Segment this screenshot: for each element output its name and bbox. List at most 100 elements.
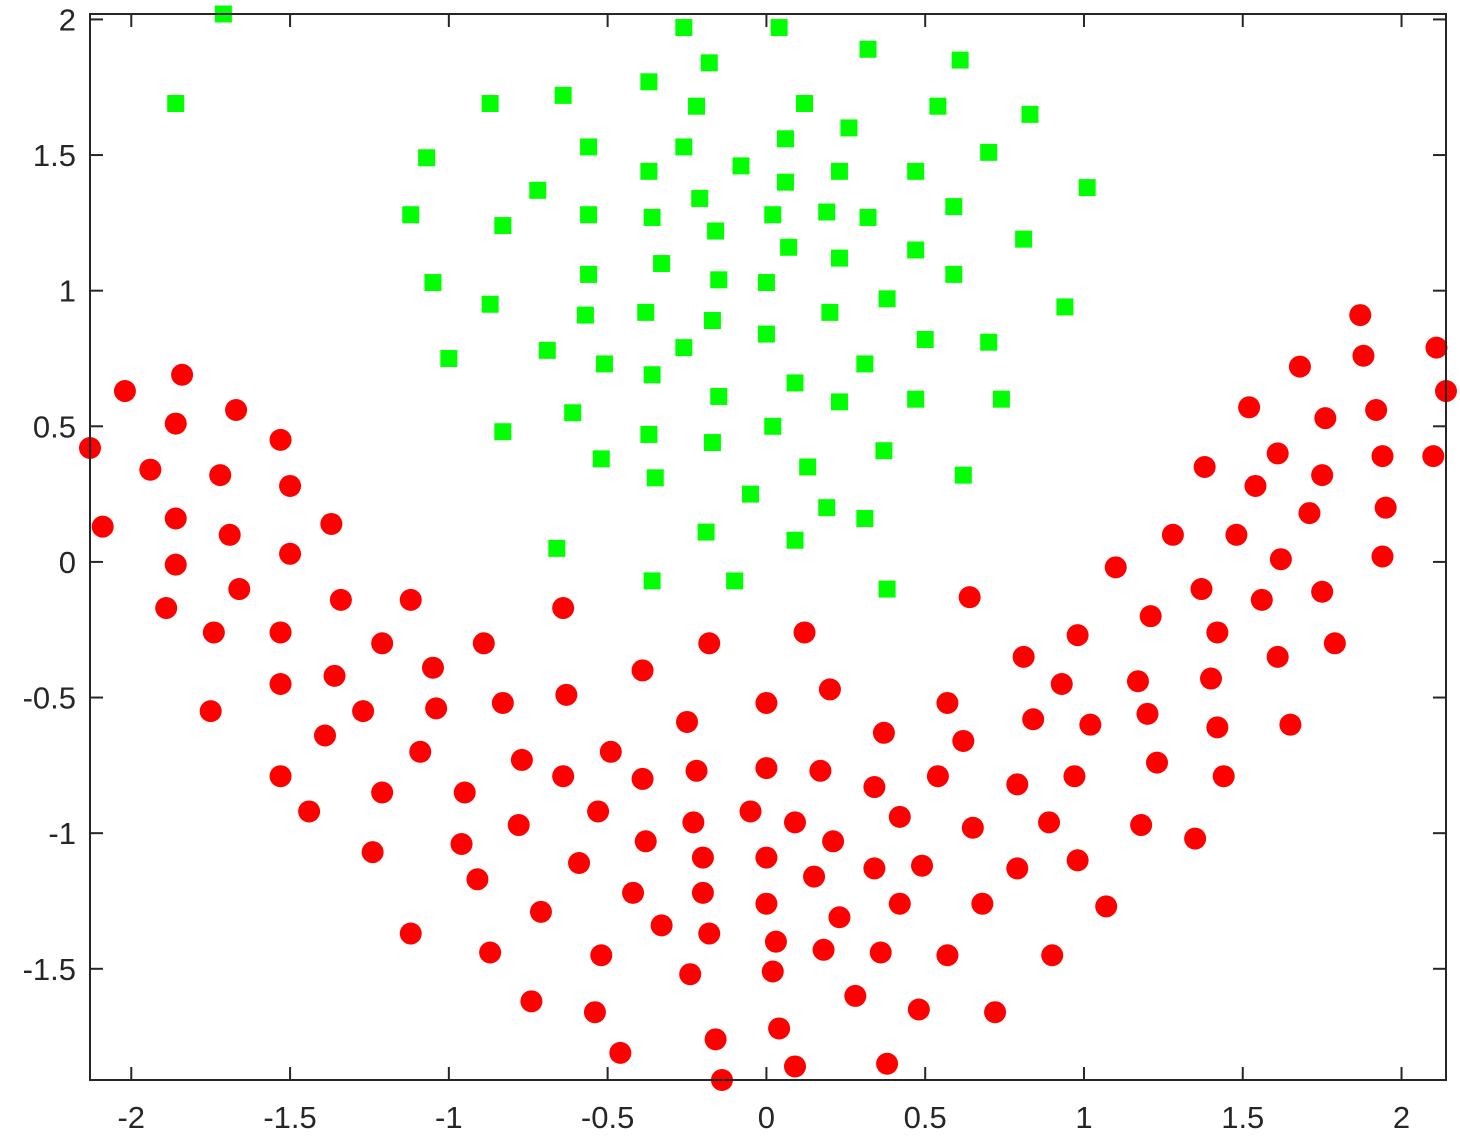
red-circle-point <box>529 900 552 923</box>
red-circle-point <box>1238 396 1261 419</box>
green-square-point <box>640 425 658 443</box>
red-circle-point <box>1225 523 1248 546</box>
red-circle-point <box>323 664 346 687</box>
red-circle-point <box>371 632 394 655</box>
green-square-point <box>780 238 798 256</box>
red-circle-point <box>809 759 832 782</box>
red-circle-point <box>209 464 232 487</box>
red-circle-point <box>568 852 591 875</box>
red-circle-point <box>352 700 375 723</box>
red-circle-point <box>1139 605 1162 628</box>
red-circle-point <box>1269 548 1292 571</box>
y-tick-label: 1.5 <box>33 138 76 173</box>
red-circle-point <box>1146 751 1169 774</box>
red-circle-point <box>755 846 778 869</box>
green-square-point <box>907 390 925 408</box>
red-circle-point <box>679 963 702 986</box>
red-circle-point <box>783 1055 806 1078</box>
red-circle-point <box>329 588 352 611</box>
green-square-point <box>640 162 658 180</box>
red-circle-point <box>409 740 432 763</box>
red-circle-point <box>269 765 292 788</box>
green-square-point <box>494 217 512 235</box>
green-square-point <box>878 290 896 308</box>
green-square-point <box>707 222 725 240</box>
red-circle-point <box>1314 407 1337 430</box>
red-circle-point <box>631 659 654 682</box>
green-square-point <box>529 181 547 199</box>
green-square-point <box>675 138 693 156</box>
red-circle-point <box>869 941 892 964</box>
red-circle-point <box>510 748 533 771</box>
red-circle-point <box>961 816 984 839</box>
red-circle-point <box>682 811 705 834</box>
green-square-point <box>697 523 715 541</box>
red-circle-point <box>421 656 444 679</box>
red-circle-point <box>1050 672 1073 695</box>
red-circle-point <box>1190 578 1213 601</box>
red-circle-point <box>269 428 292 451</box>
red-circle-point <box>1288 355 1311 378</box>
red-circle-point <box>1374 496 1397 519</box>
green-square-point <box>1021 105 1039 123</box>
green-square-point <box>830 393 848 411</box>
y-tick-label: -0.5 <box>23 681 76 716</box>
red-circle-point <box>1079 713 1102 736</box>
red-circle-point <box>491 691 514 714</box>
green-square-point <box>907 241 925 259</box>
red-circle-point <box>761 960 784 983</box>
red-circle-point <box>1200 667 1223 690</box>
red-circle-point <box>863 776 886 799</box>
red-circle-point <box>361 841 384 864</box>
red-circle-point <box>450 833 473 856</box>
green-square-point <box>592 450 610 468</box>
green-square-point <box>726 572 744 590</box>
red-circle-point <box>952 729 975 752</box>
red-circle-point <box>1012 645 1035 668</box>
green-square-point <box>859 40 877 58</box>
red-circle-point <box>907 998 930 1021</box>
red-circle-point <box>822 830 845 853</box>
red-circle-point <box>1349 304 1372 327</box>
y-tick-label: 1 <box>59 274 76 309</box>
red-circle-point <box>650 914 673 937</box>
red-circle-point <box>631 767 654 790</box>
green-square-point <box>564 404 582 422</box>
green-square-point <box>424 274 442 292</box>
red-circle-point <box>1066 849 1089 872</box>
red-circle-point <box>599 740 622 763</box>
red-circle-point <box>1184 827 1207 850</box>
green-square-point <box>580 265 598 283</box>
green-square-point <box>643 366 661 384</box>
red-circle-point <box>863 857 886 880</box>
green-square-point <box>945 198 963 216</box>
red-circle-point <box>320 512 343 535</box>
green-square-point <box>764 417 782 435</box>
green-square-point <box>818 499 836 517</box>
red-circle-point <box>812 938 835 961</box>
x-tick-label: -2 <box>117 1100 145 1135</box>
red-circle-point <box>1206 716 1229 739</box>
red-circle-point <box>1311 464 1334 487</box>
red-circle-point <box>218 523 241 546</box>
red-circle-point <box>552 765 575 788</box>
red-circle-point <box>634 830 657 853</box>
green-square-point <box>653 255 671 273</box>
green-square-point <box>916 330 934 348</box>
red-circle-point <box>888 805 911 828</box>
red-circle-point <box>1266 645 1289 668</box>
green-square-point <box>757 274 775 292</box>
green-square-point <box>830 162 848 180</box>
red-circle-point <box>228 578 251 601</box>
green-square-point <box>786 374 804 392</box>
red-circle-point <box>1422 445 1445 468</box>
y-tick-label: -1 <box>48 816 76 851</box>
red-circle-point <box>1298 502 1321 525</box>
red-circle-point <box>698 632 721 655</box>
green-square-point <box>580 206 598 224</box>
green-square-point <box>1056 298 1074 316</box>
red-circle-point <box>1006 857 1029 880</box>
green-square-point <box>992 390 1010 408</box>
green-square-point <box>675 339 693 357</box>
red-circle-point <box>1279 713 1302 736</box>
